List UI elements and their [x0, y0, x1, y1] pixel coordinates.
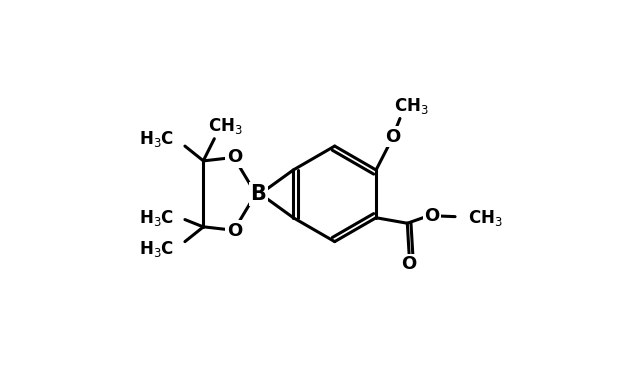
Text: CH$_3$: CH$_3$: [394, 95, 428, 116]
Text: O: O: [401, 255, 417, 273]
Text: O: O: [227, 222, 242, 239]
Text: CH$_3$: CH$_3$: [208, 116, 243, 136]
Text: CH$_3$: CH$_3$: [468, 208, 502, 228]
Text: O: O: [227, 148, 242, 166]
Text: O: O: [424, 207, 440, 225]
Text: H$_3$C: H$_3$C: [139, 239, 174, 259]
Text: H$_3$C: H$_3$C: [139, 129, 174, 149]
Text: O: O: [385, 128, 400, 146]
Text: H$_3$C: H$_3$C: [139, 208, 174, 228]
Text: B: B: [250, 184, 266, 204]
